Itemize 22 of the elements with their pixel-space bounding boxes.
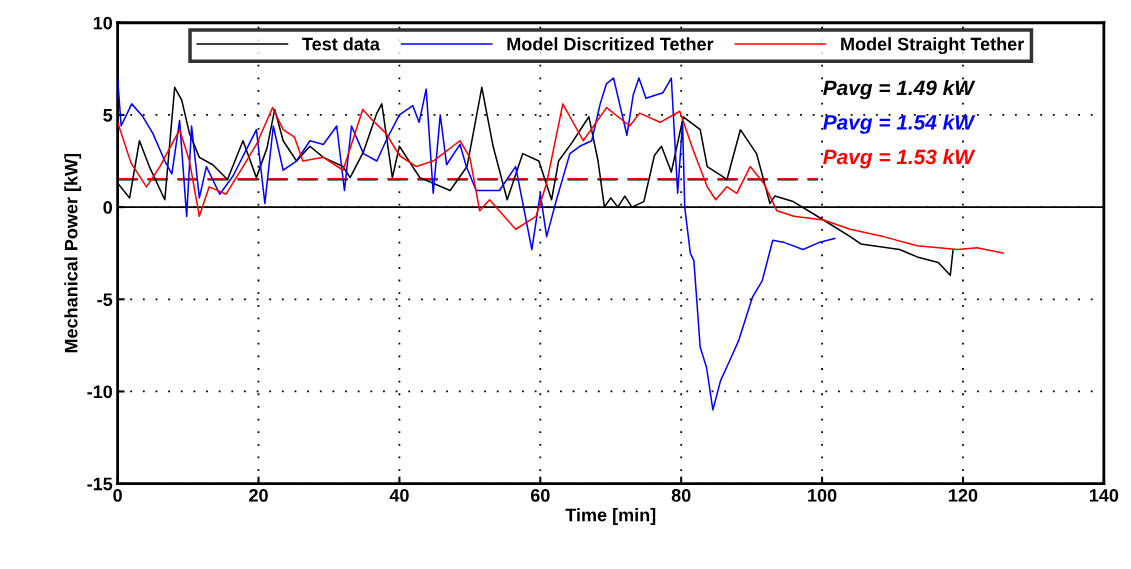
x-tick-label: 60 — [530, 488, 550, 502]
x-tick-label: 140 — [1089, 488, 1119, 502]
x-axis-title: Time [min] — [565, 508, 656, 525]
legend-label: Test data — [302, 37, 381, 51]
y-tick-label: -15 — [87, 477, 113, 491]
x-tick-label: 0 — [113, 488, 122, 502]
y-tick-label: -5 — [97, 293, 113, 307]
x-tick-label: 100 — [808, 488, 837, 502]
y-axis-title: Mechanical Power [kW] — [64, 153, 82, 353]
y-tick-label: -10 — [87, 385, 113, 399]
legend-label: Model Straight Tether — [841, 37, 1024, 55]
x-tick-label: 40 — [389, 488, 409, 502]
annotation: Pavg = 1.54 kW — [823, 114, 976, 134]
annotation: Pavg = 1.49 kW — [823, 79, 976, 100]
y-tick-label: 5 — [103, 109, 113, 122]
annotation: Pavg = 1.53 kW — [823, 149, 976, 169]
x-tick-label: 120 — [949, 488, 978, 502]
y-tick-label: 0 — [103, 201, 113, 214]
x-tick-label: 20 — [249, 488, 268, 502]
y-tick-label: 10 — [93, 16, 113, 30]
legend-label: Model Discritized Tether — [507, 37, 714, 51]
x-tick-label: 80 — [671, 488, 691, 502]
